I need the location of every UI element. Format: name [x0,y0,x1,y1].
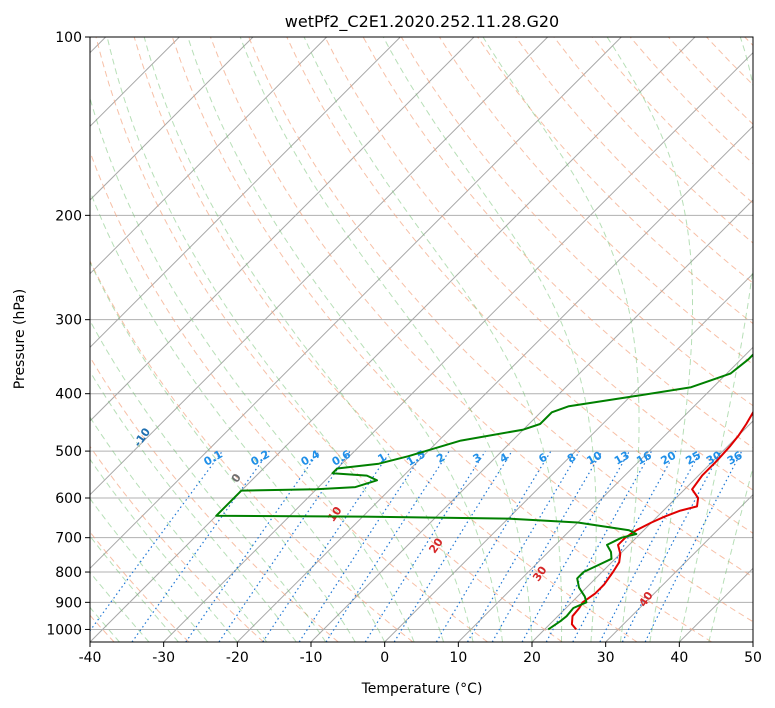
x-tick-label: 0 [380,650,389,666]
skewed-isotherms [90,37,753,642]
y-tick-label: 200 [55,208,82,224]
x-tick-label: -10 [300,650,323,666]
isotherm-line [531,420,753,642]
mixing-ratio-line [218,450,351,642]
x-tick-label: 10 [449,650,467,666]
isotherm-line [163,51,753,642]
moist-adiabat-line [708,465,753,642]
isotherm-line [90,37,475,422]
y-axis-label: Pressure (hPa) [12,289,28,389]
dry-adiabat-line [133,37,638,642]
moist-adiabats [90,37,753,642]
y-tick-label: 900 [55,595,82,611]
x-tick-label: 40 [670,650,688,666]
dry-adiabat-line [248,37,753,578]
y-axis-ticks: 1000 900 800 700 600 500 400 300 200 100 [46,30,90,638]
moist-adiabat-line [187,37,503,642]
x-tick-label: 20 [523,650,541,666]
x-tick-label: -30 [152,650,175,666]
dry-adiabat-line [515,37,753,284]
dry-adiabat-line [90,445,264,642]
plot-area [90,37,753,642]
y-tick-label: 100 [55,30,82,46]
x-tick-label: 30 [597,650,615,666]
moist-adiabat-line [90,535,179,642]
x-tick-label: -40 [79,650,102,666]
moist-adiabat-line [90,260,356,642]
x-tick-label: -20 [226,650,249,666]
dewpoint-profile-line [215,353,753,631]
isotherm-line [90,37,622,570]
y-tick-label: 800 [55,565,82,581]
dry-adiabat-line [286,37,753,534]
moist-adiabat-line [90,189,386,642]
isotherm-line [605,493,753,642]
x-tick-label: 50 [744,650,762,666]
plot-frame [89,36,754,643]
mixing-ratio-line [364,450,486,642]
x-axis-label: Temperature (°C) [361,681,483,697]
profiles [215,353,753,631]
moist-adiabat-line [90,319,327,642]
mixing-ratio-line [298,450,425,642]
moist-adiabat-line [90,571,150,642]
moist-adiabat-line [143,37,474,642]
mixing-ratio-lines [90,450,743,642]
moist-adiabat-line [90,458,238,642]
y-tick-label: 1000 [46,622,82,638]
dry-adiabat-line [95,37,563,642]
isotherm-line [384,272,753,642]
mixing-ratio-line [435,450,552,642]
isotherm-line [90,37,696,642]
dry-adiabat-line [324,37,753,491]
moist-adiabat-line [90,96,415,642]
x-axis-ticks: -40 -30 -20 -10 0 10 20 30 40 50 [79,642,762,666]
moist-adiabat-line [606,37,693,642]
dry-adiabat-line [171,37,712,642]
isotherm-line [457,346,753,642]
mixing-ratio-line [185,450,320,642]
temperature-profile-line [570,410,753,631]
isotherm-line [90,37,254,201]
mixing-ratio-line [599,450,702,642]
moist-adiabat-line [90,416,268,642]
y-tick-label: 500 [55,444,82,460]
isotherm-line [90,37,328,275]
y-tick-label: 600 [55,491,82,507]
y-tick-label: 700 [55,531,82,547]
mixing-ratio-line [572,450,677,642]
moist-adiabat-line [239,37,533,642]
dry-adiabat-line [210,37,753,623]
isotherm-line [90,37,549,496]
moist-adiabat-line [106,37,445,642]
mixing-ratio-line [393,450,513,642]
y-tick-label: 300 [55,313,82,329]
moist-adiabat-line [482,37,640,642]
mixing-ratio-line [325,450,450,642]
mixing-ratio-line [466,450,580,642]
isotherm-line [236,125,753,642]
moist-adiabat-line [90,497,209,642]
y-tick-label: 400 [55,387,82,403]
background-lines [90,37,753,642]
chart-title: wetPf2_C2E1.2020.252.11.28.G20 [285,12,559,32]
moist-adiabat-line [382,37,597,642]
isobar-gridlines [90,37,753,630]
dry-adiabat-line [90,259,414,642]
mixing-ratio-line [262,450,392,642]
isotherm-line [90,37,401,349]
moist-adiabat-line [303,37,563,642]
moist-adiabat-line [90,370,297,642]
moist-adiabat-line [678,37,753,642]
